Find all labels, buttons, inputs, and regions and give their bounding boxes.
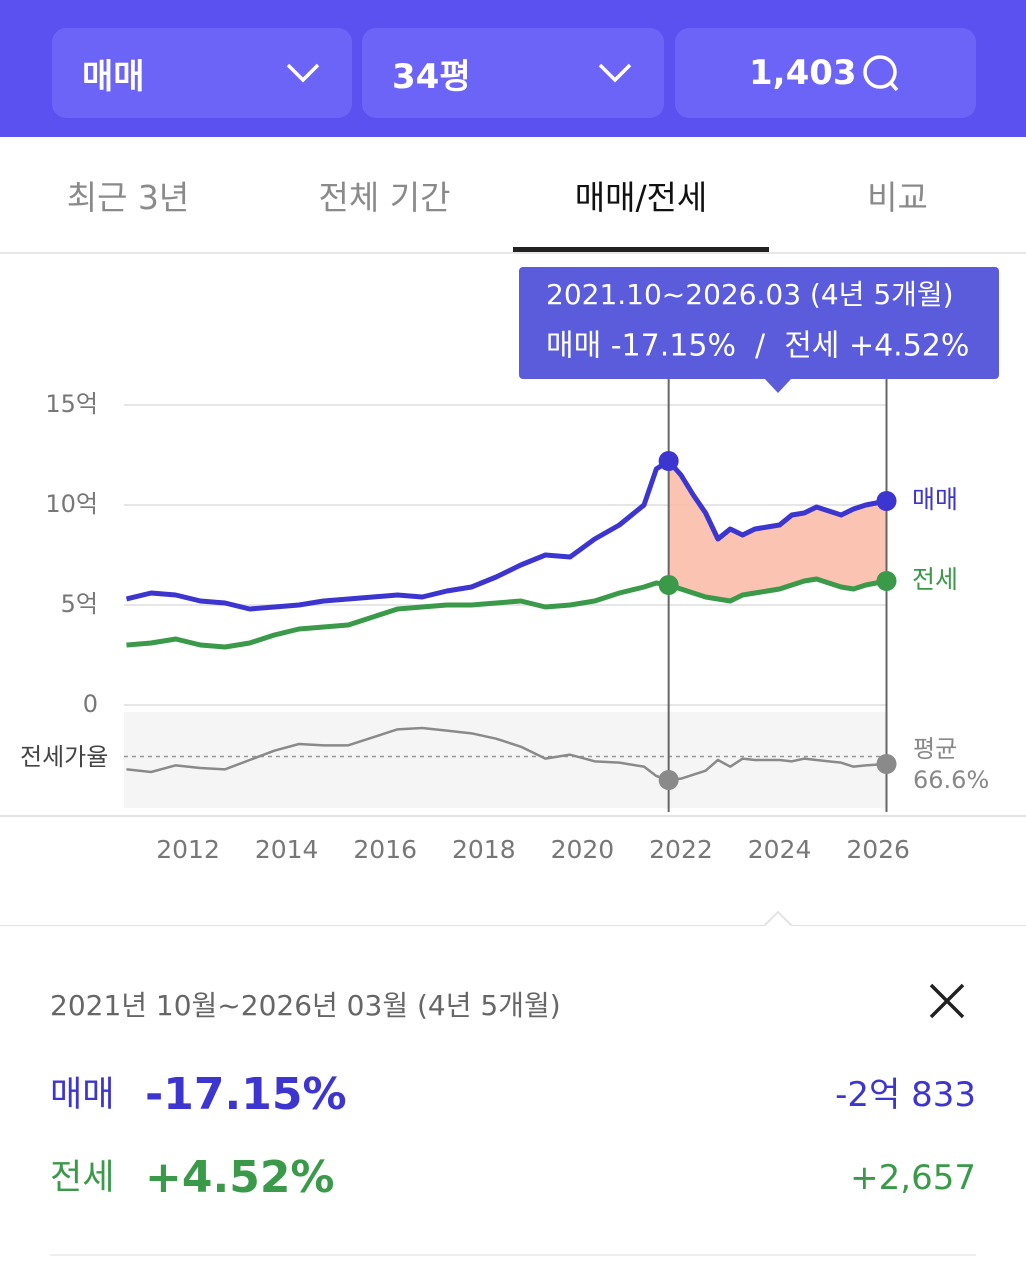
comment-count: 1,403 — [749, 53, 857, 93]
y-tick-label: 15억 — [45, 390, 98, 418]
tooltip-box — [519, 267, 999, 379]
series-line — [126, 576, 887, 650]
x-tick-label: 2022 — [649, 835, 713, 864]
selection-dot — [876, 491, 897, 511]
average-value: 66.6% — [913, 766, 989, 794]
tooltip-change: 매매 -17.15% / 전세 +4.52% — [546, 329, 969, 364]
y-tick-label: 0 — [83, 690, 98, 718]
tooltip-period: 2021.10~2026.03 (4년 5개월) — [546, 278, 954, 311]
tab[interactable]: 비교 — [867, 177, 928, 217]
selection-dot — [658, 575, 679, 595]
size-dropdown[interactable]: 34평 — [362, 28, 664, 118]
summary-period: 2021년 10월~2026년 03월 (4년 5개월) — [50, 989, 561, 1022]
tab[interactable]: 전체 기간 — [318, 177, 451, 217]
y-tick-label: 5억 — [61, 590, 98, 618]
ratio-dot — [658, 770, 679, 790]
period-tabs: 최근 3년 전체 기간 매매/전세 비교 — [0, 137, 1026, 254]
tooltip-pointer — [764, 378, 792, 393]
divider — [50, 1254, 976, 1256]
row-amount: +2,657 — [850, 1158, 976, 1198]
x-tick-label: 2024 — [748, 835, 812, 864]
tab[interactable]: 매매/전세 — [513, 137, 769, 252]
summary-row: 전세 +4.52% +2,657 — [50, 1148, 976, 1208]
selection-dot — [876, 571, 897, 591]
dropdown-label: 매매 — [82, 56, 145, 97]
ratio-dot — [876, 754, 897, 774]
selection-dot — [658, 451, 679, 471]
average-name: 평균 — [913, 735, 957, 763]
x-tick-label: 2014 — [255, 835, 319, 864]
trade-type-dropdown[interactable]: 매매 — [52, 28, 352, 118]
panel-notch — [0, 910, 1026, 926]
summary-row: 매매 -17.15% -2억 833 — [50, 1065, 976, 1125]
row-amount: -2억 833 — [835, 1075, 976, 1115]
comments-button[interactable]: 1,403 — [675, 28, 976, 118]
x-tick-label: 2016 — [353, 835, 417, 864]
x-tick-label: 2026 — [846, 835, 910, 864]
chevron-icon — [598, 63, 632, 83]
selection-area — [668, 461, 887, 601]
chevron-icon — [286, 63, 320, 83]
ratio-line — [126, 726, 887, 782]
series-line — [125, 458, 887, 612]
row-name: 전세 — [50, 1158, 115, 1198]
x-tick-label: 2018 — [452, 835, 516, 864]
summary-panel: 2021년 10월~2026년 03월 (4년 5개월) 매매 -17.15% -2… — [0, 926, 1026, 1264]
header: 매매 34평 1,403 — [0, 0, 1026, 137]
close-button[interactable] — [927, 981, 967, 1021]
tab[interactable]: 최근 3년 — [66, 177, 190, 217]
series-label: 매매 — [912, 485, 958, 514]
row-name: 매매 — [50, 1075, 115, 1115]
x-tick-label: 2020 — [551, 835, 615, 864]
ratio-label: 전세가율 — [20, 743, 108, 771]
comment-icon — [863, 55, 899, 92]
x-tick-label: 2012 — [156, 835, 220, 864]
row-change: -17.15% — [145, 1069, 347, 1120]
row-change: +4.52% — [145, 1152, 335, 1203]
y-tick-label: 10억 — [45, 490, 98, 518]
dropdown-label: 34평 — [392, 56, 471, 97]
series-label: 전세 — [912, 565, 958, 594]
